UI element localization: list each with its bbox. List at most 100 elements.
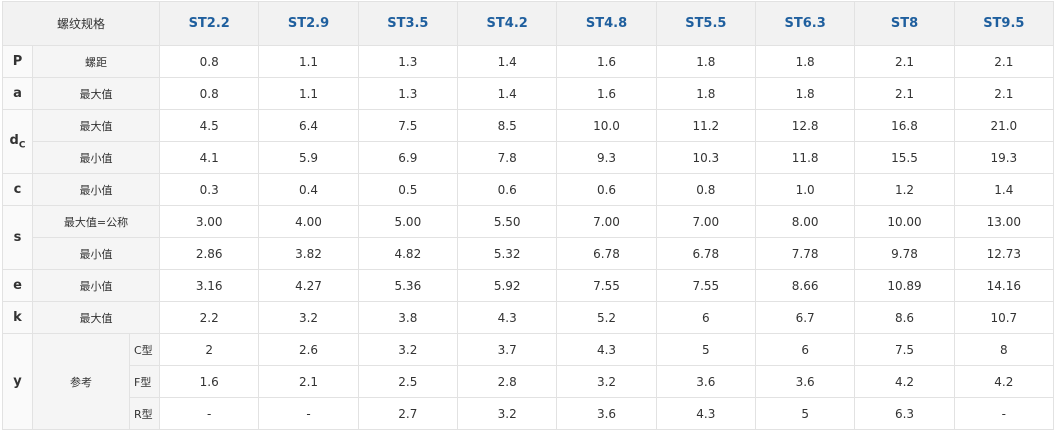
value-cell: 0.5 xyxy=(357,173,459,206)
symbol-cell: y xyxy=(2,333,33,430)
value-cell: 5.32 xyxy=(457,237,558,270)
value-cell: 3.2 xyxy=(357,333,459,366)
value-cell: 1.6 xyxy=(556,77,657,110)
value-cell: 4.00 xyxy=(258,205,359,238)
value-cell: 1.2 xyxy=(854,173,955,206)
sub-label: F型 xyxy=(128,365,161,398)
symbol-cell: c xyxy=(2,173,33,206)
value-cell: 19.3 xyxy=(953,141,1055,174)
column-header: ST3.5 xyxy=(357,1,459,46)
sub-label: R型 xyxy=(128,397,161,430)
column-header: ST5.5 xyxy=(655,1,757,46)
value-cell: 2.1 xyxy=(953,45,1055,78)
symbol-cell: e xyxy=(2,269,33,302)
symbol: P xyxy=(12,54,23,69)
value-cell: 10.0 xyxy=(556,109,657,142)
value-cell: 0.4 xyxy=(258,173,359,206)
value-cell: 7.5 xyxy=(357,109,459,142)
value-cell: 2 xyxy=(159,333,260,366)
value-cell: 10.7 xyxy=(953,301,1055,334)
value-cell: 3.6 xyxy=(754,365,856,398)
value-cell: 4.27 xyxy=(258,269,359,302)
value-cell: 6 xyxy=(754,333,856,366)
table-row: F型 1.6 2.1 2.5 2.8 3.2 3.6 3.6 4.2 4.2 xyxy=(3,365,1055,398)
value-cell: 4.3 xyxy=(655,397,757,430)
value-cell: 3.16 xyxy=(159,269,260,302)
value-cell: - xyxy=(258,397,359,430)
value-cell: 6.3 xyxy=(854,397,955,430)
symbol: a xyxy=(13,86,22,101)
value-cell: 1.6 xyxy=(556,45,657,78)
value-cell: 4.2 xyxy=(953,365,1055,398)
value-cell: 1.8 xyxy=(655,77,757,110)
value-cell: 3.6 xyxy=(655,365,757,398)
value-cell: 5.00 xyxy=(357,205,459,238)
header-row: 螺纹规格 ST2.2 ST2.9 ST3.5 ST4.2 ST4.8 ST5.5 ST6.3… xyxy=(1,1,1055,46)
table-row: 最小值 4.1 5.9 6.9 7.8 9.3 10.3 11.8 15.5 19.3 xyxy=(3,141,1055,174)
value-cell: 0.6 xyxy=(457,173,558,206)
value-cell: 4.3 xyxy=(556,333,657,366)
value-cell: 5.36 xyxy=(357,269,459,302)
value-cell: 8.00 xyxy=(754,205,856,238)
row-label: 最小值 xyxy=(31,269,161,302)
row-label: 最大值 xyxy=(31,301,161,334)
value-cell: 2.8 xyxy=(457,365,558,398)
table-row: c 最小值 0.3 0.4 0.5 0.6 0.6 0.8 1.0 1.2 1.4 xyxy=(2,173,1055,206)
value-cell: 13.00 xyxy=(953,205,1055,238)
value-cell: 5.50 xyxy=(457,205,558,238)
row-label: 螺距 xyxy=(31,45,161,78)
column-header: ST6.3 xyxy=(754,1,856,46)
value-cell: 11.2 xyxy=(655,109,757,142)
value-cell: 3.2 xyxy=(457,397,558,430)
value-cell: 9.78 xyxy=(854,237,955,270)
symbol-cell: a xyxy=(2,77,33,110)
spec-table: 螺纹规格 ST2.2 ST2.9 ST3.5 ST4.2 ST4.8 ST5.5 ST6.3… xyxy=(1,1,1055,430)
value-cell: 4.3 xyxy=(457,301,558,334)
value-cell: 4.1 xyxy=(159,141,260,174)
value-cell: 5 xyxy=(655,333,757,366)
column-header: ST2.9 xyxy=(258,1,359,46)
value-cell: 6.78 xyxy=(556,237,657,270)
value-cell: 6 xyxy=(655,301,757,334)
value-cell: 8.66 xyxy=(754,269,856,302)
value-cell: 10.00 xyxy=(854,205,955,238)
value-cell: 2.7 xyxy=(357,397,459,430)
symbol: y xyxy=(13,374,22,389)
value-cell: 0.8 xyxy=(159,45,260,78)
row-label: 最大值 xyxy=(31,77,161,110)
symbol-cell: dC xyxy=(2,109,33,174)
symbol: d xyxy=(9,132,19,148)
value-cell: 3.82 xyxy=(258,237,359,270)
symbol-cell: s xyxy=(2,205,33,270)
column-header: ST4.8 xyxy=(556,1,657,46)
table-row: s 最大值=公称 3.00 4.00 5.00 5.50 7.00 7.00 8.00 10.00… xyxy=(2,205,1055,270)
value-cell: 6.9 xyxy=(357,141,459,174)
symbol: s xyxy=(13,230,22,245)
value-cell: 6.7 xyxy=(754,301,856,334)
value-cell: 2.1 xyxy=(854,77,955,110)
value-cell: 7.00 xyxy=(655,205,757,238)
table-row: R型 - -2.7 3.2 3.6 4.3 5 6.3- xyxy=(3,397,1055,430)
value-cell: 8 xyxy=(953,333,1055,366)
value-cell: 21.0 xyxy=(953,109,1055,142)
value-cell: 1.6 xyxy=(159,365,260,398)
value-cell: 14.16 xyxy=(953,269,1055,302)
value-cell: 1.3 xyxy=(357,77,459,110)
group-label: 参考 xyxy=(32,333,130,430)
value-cell: 1.4 xyxy=(457,77,558,110)
value-cell: 3.7 xyxy=(457,333,558,366)
value-cell: 7.8 xyxy=(457,141,558,174)
value-cell: 1.8 xyxy=(754,77,856,110)
value-cell: 10.89 xyxy=(854,269,955,302)
value-cell: - xyxy=(953,397,1055,430)
value-cell: 3.8 xyxy=(357,301,459,334)
value-cell: 3.6 xyxy=(556,397,657,430)
value-cell: 3.00 xyxy=(159,205,260,238)
value-cell: 8.5 xyxy=(457,109,558,142)
value-cell: 7.55 xyxy=(655,269,757,302)
table-row: P 螺距 0.8 1.1 1.3 1.4 1.6 1.8 1.8 2.1 2.1 xyxy=(2,45,1055,78)
row-label: 最小值 xyxy=(31,173,161,206)
value-cell: 16.8 xyxy=(854,109,955,142)
value-cell: 8.6 xyxy=(854,301,955,334)
value-cell: 1.8 xyxy=(655,45,757,78)
